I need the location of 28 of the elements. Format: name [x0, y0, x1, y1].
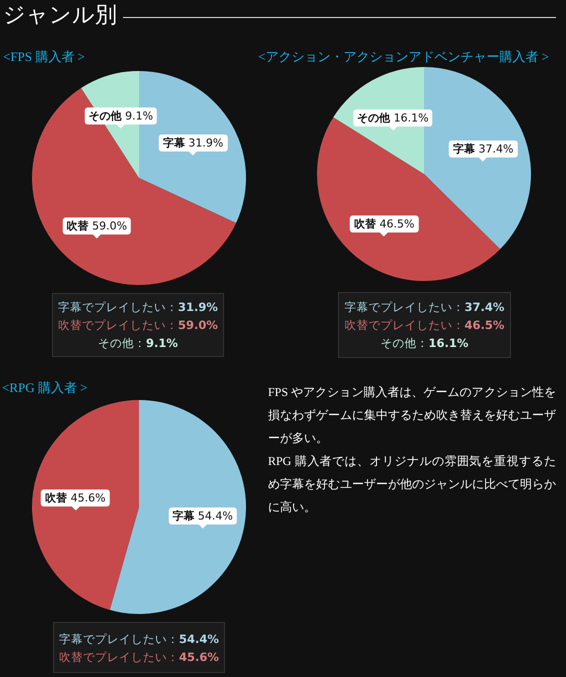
slice-label: 字幕: [453, 142, 476, 156]
data-label: 54.4%: [198, 509, 233, 522]
data-label: 46.5%: [379, 218, 414, 231]
data-label: 37.4%: [478, 142, 514, 156]
pie-slice: [32, 400, 139, 610]
text: ジャンル別: [3, 2, 117, 30]
slice-label: その他: [357, 111, 390, 124]
table-frame: 字幕でプレイしたい：37.4% 吹替でプレイしたい：46.5% その他：16.1%: [338, 292, 511, 358]
chart-title: <FPS 購入者 >: [3, 48, 85, 66]
data-label: 45.6%: [70, 492, 106, 505]
chart-title: <アクション・アクションアドベンチャー購入者 >: [258, 48, 549, 66]
slice-label: 吹替: [45, 492, 68, 505]
chart-title: <RPG 購入者 >: [2, 379, 88, 397]
pie-slice: [32, 88, 236, 285]
slice-label: 字幕: [172, 509, 194, 522]
slice-label: 吹替: [66, 220, 89, 233]
pie-slice: [110, 400, 246, 614]
data-label: 31.9%: [188, 136, 224, 150]
table-frame: 字幕でプレイしたい：54.4% 吹替でプレイしたい：45.6%: [53, 622, 225, 673]
table-frame: 字幕でプレイしたい：31.9% 吹替でプレイしたい：59.0% その他：9.1%: [52, 293, 224, 357]
text: RPG 購入者では、オリジナルの雰囲気を重視するため字幕を好むユーザーが他のジャンルに比べて明らかに高い。: [268, 453, 556, 516]
slice-label: 字幕: [162, 136, 185, 150]
slice-label: その他: [88, 110, 122, 123]
slice-label: 吹替: [354, 218, 376, 231]
data-label: 16.1%: [394, 111, 429, 124]
data-label: 9.1%: [125, 110, 154, 123]
text: FPS やアクション購入者は、ゲームのアクション性を損なわずゲームに集中するため吹き替えを好むユーザーが多い。: [268, 384, 556, 447]
data-label: 59.0%: [92, 220, 128, 233]
